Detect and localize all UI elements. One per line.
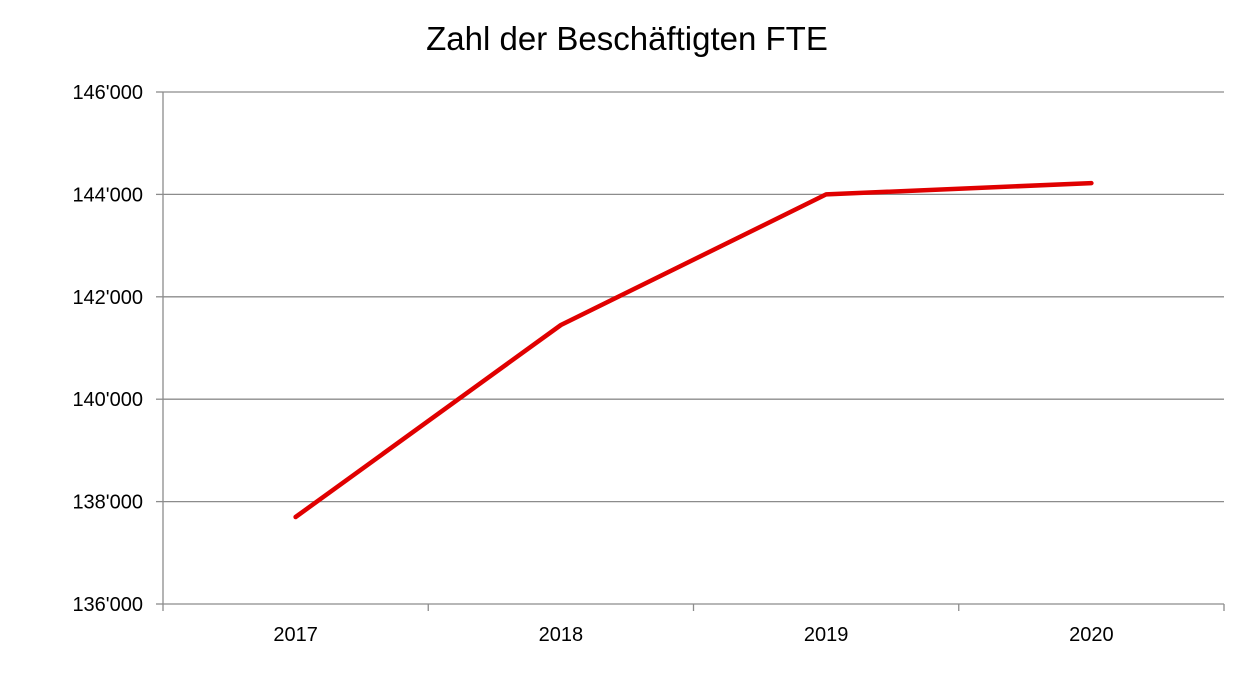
axes xyxy=(156,91,1225,611)
y-axis-tick-labels: 136'000 138'000 140'000 142'000 144'000 146'0… xyxy=(72,82,143,616)
y-tick-label: 144'000 xyxy=(72,184,143,206)
x-tick-label: 2017 xyxy=(273,624,318,646)
series-lines xyxy=(293,180,1094,520)
gridlines xyxy=(163,91,1224,503)
y-tick-label: 146'000 xyxy=(72,82,143,104)
y-tick-label: 138'000 xyxy=(72,492,143,514)
x-tick-label: 2019 xyxy=(804,624,849,646)
series-line xyxy=(293,180,1094,520)
y-tick-label: 142'000 xyxy=(72,287,143,309)
x-axis-tick-labels: 2017 2018 2019 2020 xyxy=(273,624,1113,646)
x-tick-label: 2018 xyxy=(539,624,584,646)
x-tick-label: 2020 xyxy=(1069,624,1114,646)
y-tick-label: 140'000 xyxy=(72,389,143,411)
y-tick-label: 136'000 xyxy=(72,594,143,616)
chart-title: Zahl der Beschäftigten FTE xyxy=(426,20,828,57)
